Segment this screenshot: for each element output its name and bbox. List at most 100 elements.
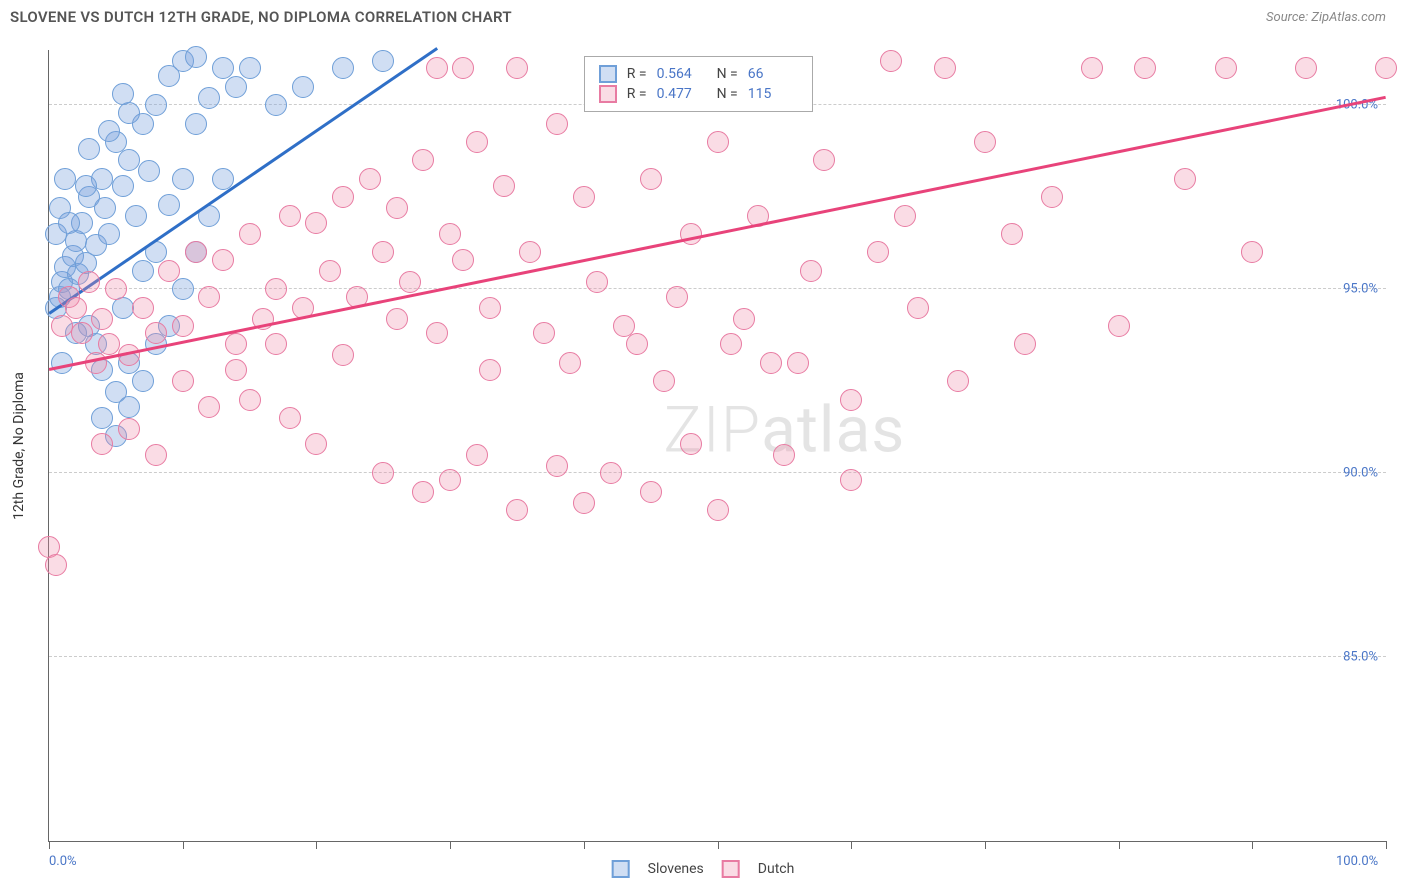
scatter-point	[172, 278, 194, 300]
scatter-point	[359, 168, 381, 190]
scatter-point	[800, 260, 822, 282]
scatter-point	[98, 120, 120, 142]
scatter-point	[98, 223, 120, 245]
scatter-point	[600, 462, 622, 484]
scatter-point	[372, 50, 394, 72]
x-tick	[1252, 841, 1253, 849]
scatter-point	[198, 87, 220, 109]
scatter-point	[519, 241, 541, 263]
scatter-point	[65, 297, 87, 319]
y-tick-label: 85.0%	[1343, 650, 1378, 665]
scatter-point	[880, 50, 902, 72]
scatter-point	[546, 113, 568, 135]
scatter-point	[145, 94, 167, 116]
scatter-point	[172, 168, 194, 190]
scatter-point	[198, 396, 220, 418]
scatter-point	[332, 186, 354, 208]
scatter-point	[112, 83, 134, 105]
scatter-point	[947, 370, 969, 392]
x-tick	[584, 841, 585, 849]
scatter-point	[546, 455, 568, 477]
scatter-point	[58, 212, 80, 234]
scatter-point	[493, 175, 515, 197]
scatter-point	[773, 444, 795, 466]
scatter-point	[907, 297, 929, 319]
scatter-point	[1215, 57, 1237, 79]
scatter-point	[1174, 168, 1196, 190]
scatter-point	[372, 462, 394, 484]
scatter-point	[75, 175, 97, 197]
scatter-point	[279, 407, 301, 429]
scatter-point	[239, 57, 261, 79]
scatter-point	[118, 396, 140, 418]
scatter-point	[239, 389, 261, 411]
scatter-point	[98, 333, 120, 355]
scatter-point	[452, 57, 474, 79]
x-tick	[718, 841, 719, 849]
scatter-point	[533, 322, 555, 344]
scatter-point	[145, 322, 167, 344]
legend-swatch	[722, 860, 740, 878]
scatter-point	[225, 76, 247, 98]
scatter-point	[666, 286, 688, 308]
scatter-point	[626, 333, 648, 355]
scatter-point	[332, 57, 354, 79]
scatter-point	[452, 249, 474, 271]
scatter-point	[439, 469, 461, 491]
scatter-point	[1295, 57, 1317, 79]
scatter-point	[105, 278, 127, 300]
scatter-point	[78, 138, 100, 160]
scatter-point	[1081, 57, 1103, 79]
scatter-point	[45, 554, 67, 576]
scatter-point	[399, 271, 421, 293]
scatter-point	[680, 223, 702, 245]
bottom-legend: SlovenesDutch	[612, 860, 795, 878]
scatter-point	[239, 223, 261, 245]
scatter-point	[112, 175, 134, 197]
scatter-point	[974, 131, 996, 153]
scatter-point	[225, 359, 247, 381]
scatter-point	[479, 359, 501, 381]
scatter-point	[118, 418, 140, 440]
scatter-point	[85, 352, 107, 374]
scatter-point	[51, 315, 73, 337]
scatter-point	[653, 370, 675, 392]
scatter-point	[412, 149, 434, 171]
scatter-point	[125, 205, 147, 227]
scatter-point	[265, 278, 287, 300]
scatter-point	[372, 241, 394, 263]
x-tick-label: 100.0%	[1336, 854, 1378, 869]
scatter-point	[506, 57, 528, 79]
chart-title: SLOVENE VS DUTCH 12TH GRADE, NO DIPLOMA …	[10, 8, 512, 26]
scatter-point	[185, 241, 207, 263]
scatter-point	[91, 433, 113, 455]
scatter-point	[479, 297, 501, 319]
x-tick	[1386, 841, 1387, 849]
x-tick	[183, 841, 184, 849]
scatter-point	[71, 322, 93, 344]
scatter-point	[707, 131, 729, 153]
scatter-point	[1014, 333, 1036, 355]
scatter-point	[386, 308, 408, 330]
legend-row: R =0.477N =115	[599, 85, 798, 103]
legend-swatch	[599, 85, 617, 103]
legend-row: R =0.564N =66	[599, 65, 798, 83]
scatter-point	[305, 212, 327, 234]
scatter-point	[265, 333, 287, 355]
scatter-point	[506, 499, 528, 521]
plot-area: 12th Grade, No Diploma ZIPatlas 85.0%90.…	[48, 50, 1386, 842]
scatter-point	[840, 389, 862, 411]
scatter-point	[305, 433, 327, 455]
scatter-point	[225, 333, 247, 355]
legend-swatch	[599, 65, 617, 83]
scatter-point	[158, 194, 180, 216]
scatter-point	[145, 444, 167, 466]
scatter-point	[138, 160, 160, 182]
scatter-point	[158, 260, 180, 282]
scatter-point	[132, 370, 154, 392]
y-tick-label: 90.0%	[1343, 466, 1378, 481]
chart-area: 12th Grade, No Diploma ZIPatlas 85.0%90.…	[48, 50, 1386, 842]
scatter-point	[466, 444, 488, 466]
scatter-point	[1241, 241, 1263, 263]
scatter-point	[867, 241, 889, 263]
